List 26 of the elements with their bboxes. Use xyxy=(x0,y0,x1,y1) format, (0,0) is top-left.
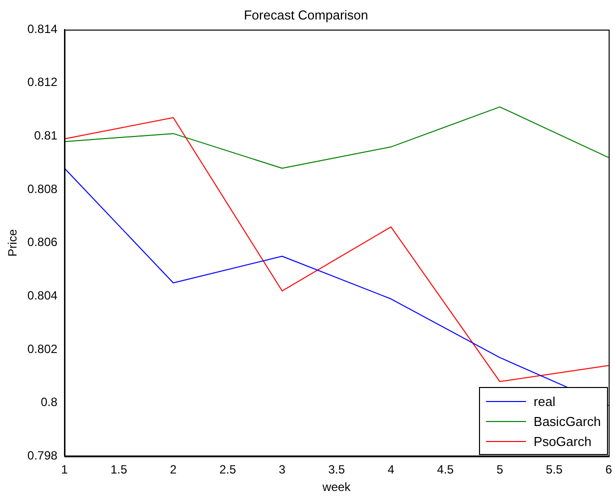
x-tick-label: 4 xyxy=(388,462,395,477)
y-tick-label: 0.802 xyxy=(27,342,58,356)
x-tick-label: 5.5 xyxy=(546,462,563,477)
y-tick-label: 0.812 xyxy=(27,75,58,90)
y-tick-label: 0.81 xyxy=(34,128,58,143)
x-tick-label: 4.5 xyxy=(437,462,454,477)
chart-title: Forecast Comparison xyxy=(244,7,368,22)
y-tick-label: 0.804 xyxy=(27,288,58,303)
legend-label: BasicGarch xyxy=(534,414,601,429)
y-axis-title: Price xyxy=(6,228,20,257)
x-tick-label: 2 xyxy=(170,462,177,477)
x-axis-title: week xyxy=(322,480,352,494)
legend-label: real xyxy=(534,394,556,409)
x-tick-label: 2.5 xyxy=(219,462,236,477)
x-tick-label: 3 xyxy=(278,462,286,477)
x-tick-label: 6 xyxy=(605,462,612,477)
x-tick-label: 5 xyxy=(496,462,504,477)
x-tick-label: 1.5 xyxy=(110,462,128,477)
legend-label: PsoGarch xyxy=(534,434,592,449)
y-tick-label: 0.8 xyxy=(40,395,58,410)
y-tick-label: 0.806 xyxy=(27,235,58,250)
x-tick-label: 1 xyxy=(61,462,68,477)
y-tick-label: 0.808 xyxy=(27,182,58,196)
y-tick-label: 0.798 xyxy=(27,448,58,463)
y-tick-label: 0.814 xyxy=(27,22,58,36)
x-tick-label: 3.5 xyxy=(328,462,346,477)
